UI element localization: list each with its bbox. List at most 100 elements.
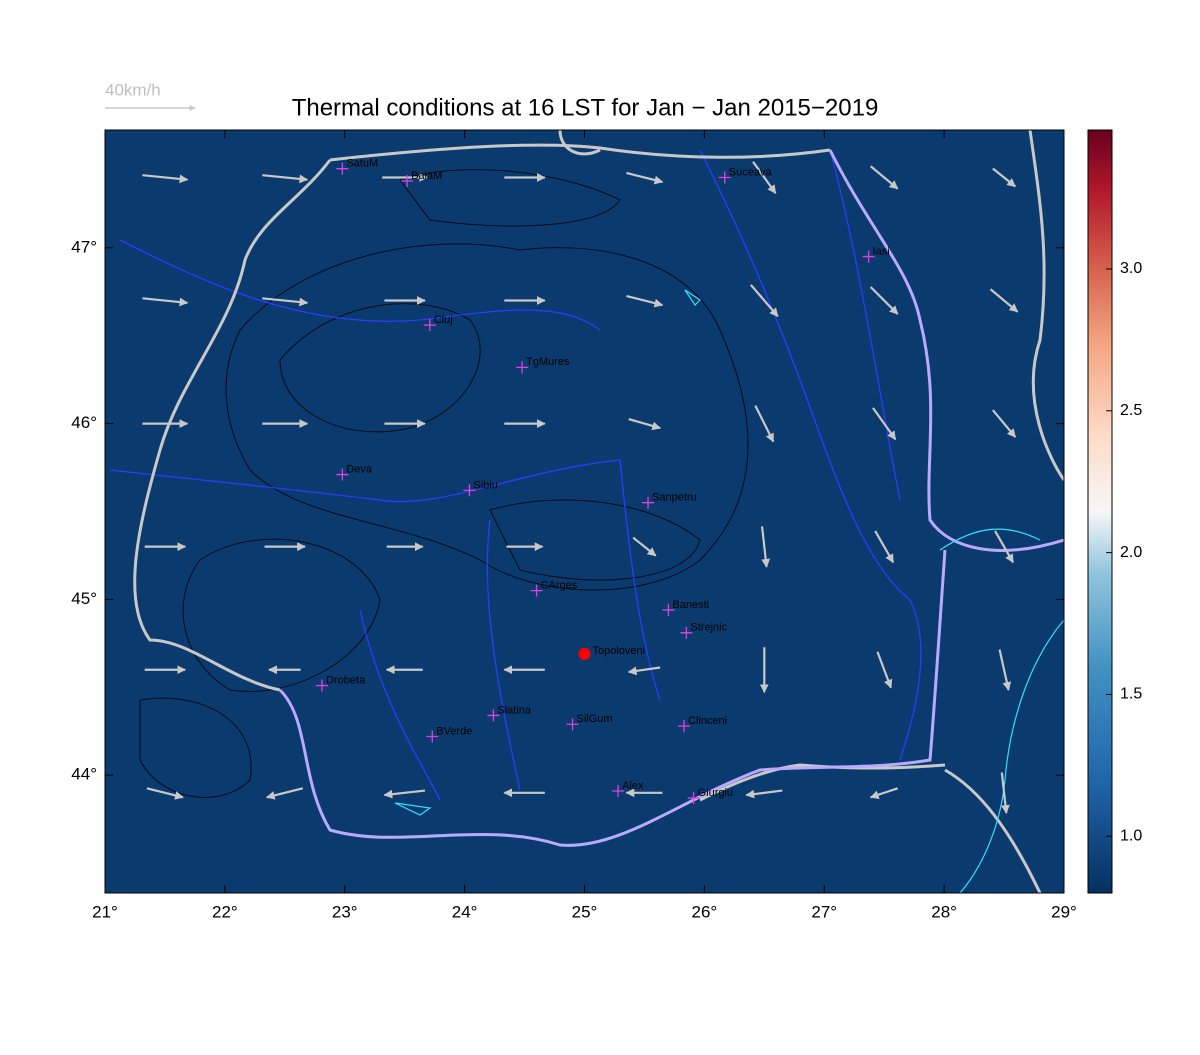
station-marker [642, 496, 655, 509]
station-label: Giurgiu [698, 787, 733, 799]
wind-vector [142, 174, 189, 184]
wind-vector [628, 418, 662, 431]
station-label: Banesti [672, 599, 709, 611]
reference-vector-label: 40km/h [105, 80, 161, 99]
wind-field [142, 161, 1019, 814]
wind-vector [749, 284, 779, 317]
wind-vector [626, 294, 664, 308]
station-label: Cluj [434, 314, 453, 326]
x-tick-label: 24° [452, 902, 478, 921]
x-tick-label: 27° [811, 902, 837, 921]
y-tick-label: 46° [71, 413, 97, 432]
station-label: SatuM [346, 158, 378, 170]
station-marker [862, 250, 875, 263]
wind-vector [869, 787, 899, 799]
wind-vector [146, 787, 184, 800]
station-label: BaiaM [411, 170, 442, 182]
colorbar-tick-label: 2.0 [1120, 544, 1142, 561]
station-label: Slatina [497, 704, 532, 716]
station-label: Suceava [729, 166, 773, 178]
x-tick-label: 29° [1051, 902, 1077, 921]
colorbar [1087, 129, 1113, 894]
wind-vector [1000, 772, 1010, 814]
station-marker [677, 719, 690, 732]
wind-vector [989, 288, 1019, 313]
station-label: Sibiu [473, 479, 497, 491]
wind-vector [869, 165, 899, 190]
station-marker [423, 319, 436, 332]
station-marker [516, 361, 529, 374]
station-marker [401, 174, 414, 187]
map-features [109, 130, 1064, 893]
station-marker [566, 718, 579, 731]
wind-vector [991, 409, 1017, 438]
coastline [394, 289, 1064, 893]
wind-vector [265, 787, 304, 800]
station-label: Strejnic [690, 622, 727, 634]
y-tick-label: 45° [71, 589, 97, 608]
wind-vector [626, 171, 664, 185]
title: Thermal conditions at 16 LST for Jan − J… [292, 94, 879, 121]
romania-border [278, 149, 1064, 847]
station-label: CArges [541, 580, 578, 592]
station-marker [487, 709, 500, 722]
wind-vector [745, 789, 783, 799]
station-label: TgMures [526, 356, 570, 368]
station-marker [662, 603, 675, 616]
stations: SatuM BaiaM Suceava Iasi Cluj TgMures Deva Sibi… [315, 158, 890, 805]
station-marker [336, 162, 349, 175]
wind-vector [998, 649, 1012, 691]
wind-vector [869, 286, 899, 315]
wind-vector [632, 536, 657, 557]
wind-vector [754, 405, 775, 443]
site-marker [578, 647, 591, 660]
x-tick-label: 22° [212, 902, 238, 921]
station-marker [463, 484, 476, 497]
station-marker [426, 730, 439, 743]
wind-vector [383, 789, 426, 799]
x-tick-label: 26° [692, 902, 718, 921]
country-borders [133, 130, 1064, 893]
station-label: Deva [346, 463, 373, 475]
station-marker [530, 584, 543, 597]
station-label: BVerde [436, 725, 472, 737]
station-label: Iasi [873, 245, 890, 257]
rivers [109, 149, 922, 801]
wind-vector [627, 666, 661, 676]
y-tick-label: 47° [71, 237, 97, 256]
station-marker [680, 626, 693, 639]
wind-vector [872, 407, 897, 441]
colorbar-tick-label: 2.5 [1120, 402, 1142, 419]
site-label: Topoloveni [593, 645, 646, 657]
station-marker [612, 785, 625, 798]
station-marker [687, 792, 700, 805]
colorbar-tick-label: 3.0 [1120, 260, 1142, 277]
x-tick-label: 25° [572, 902, 598, 921]
station-label: Drobeta [326, 674, 366, 686]
x-tick-label: 23° [332, 902, 358, 921]
wind-vector [994, 530, 1015, 564]
y-tick-label: 44° [71, 765, 97, 784]
wind-vector [262, 174, 309, 184]
map-background [105, 130, 1064, 893]
wind-vector [142, 297, 189, 307]
x-tick-label: 28° [931, 902, 957, 921]
station-marker [336, 468, 349, 481]
wind-vector [874, 530, 895, 564]
wind-vector [752, 161, 777, 194]
contours [139, 169, 749, 798]
wind-vector [876, 651, 893, 689]
wind-vector [262, 297, 309, 307]
wind-vector [992, 167, 1016, 188]
station-marker [718, 171, 731, 184]
station-marker [315, 679, 328, 692]
station-label: Sanpetru [652, 492, 697, 504]
colorbar-tick-label: 1.5 [1120, 686, 1142, 703]
colorbar-tick-label: 1.0 [1120, 827, 1142, 844]
wind-vector [760, 526, 771, 568]
x-tick-label: 21° [92, 902, 118, 921]
station-label: Clinceni [688, 715, 727, 727]
station-label: Alex [622, 780, 644, 792]
